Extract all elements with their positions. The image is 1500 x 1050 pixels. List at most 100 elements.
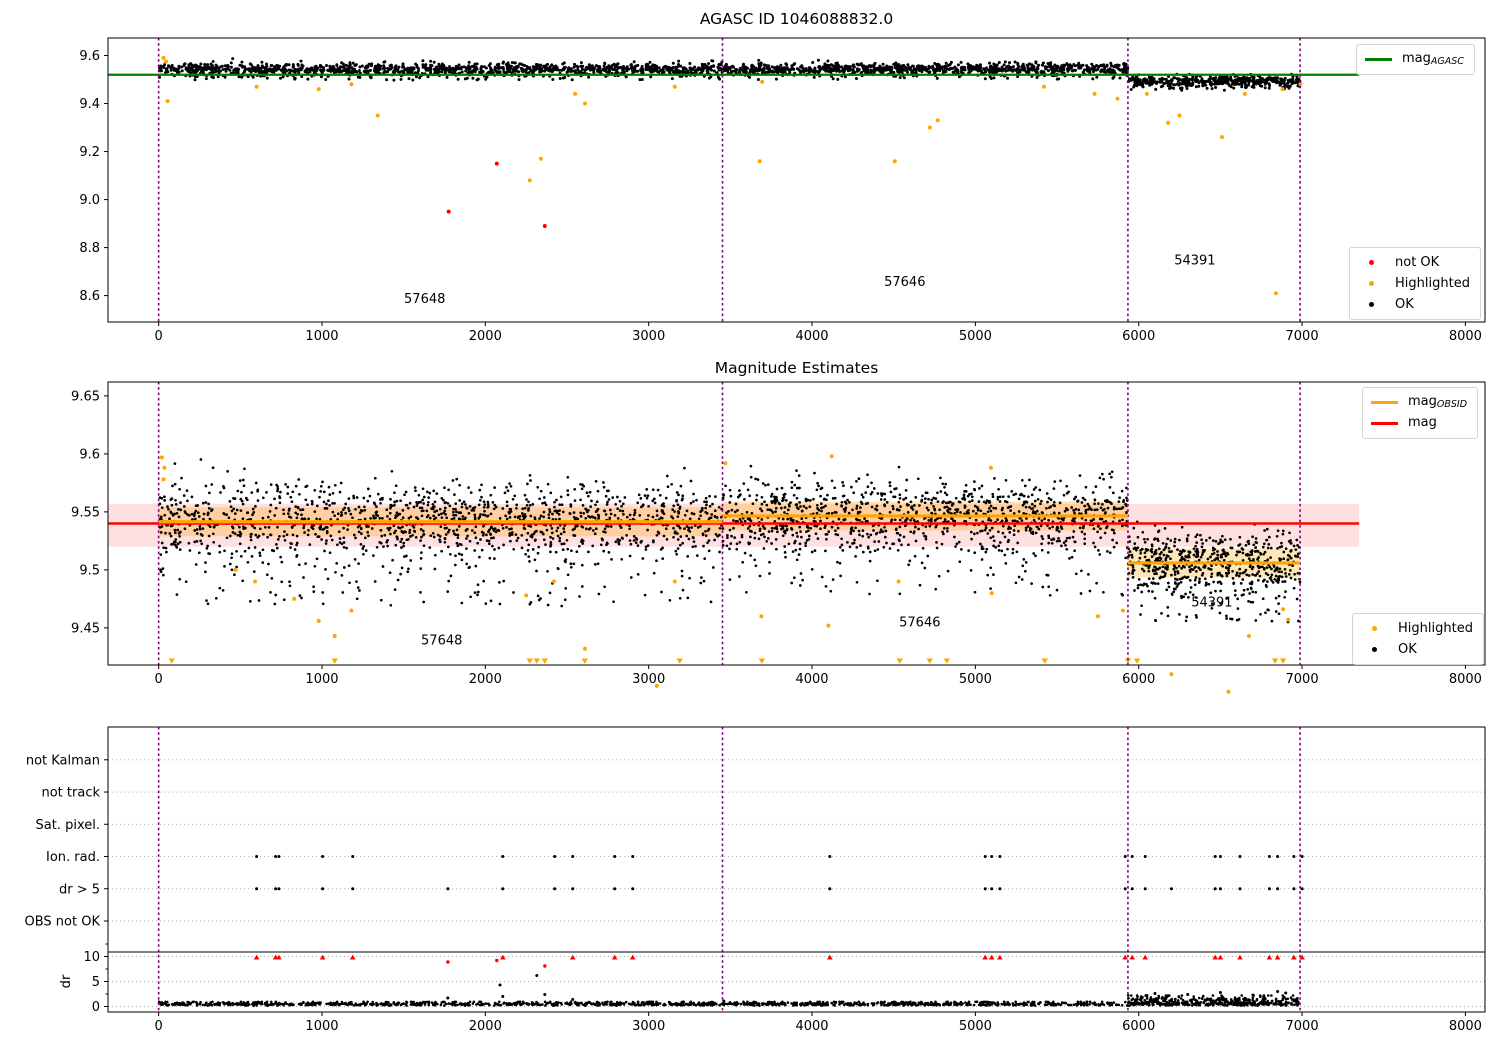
plot3-obsid-boundaries	[157, 727, 1301, 1012]
svg-text:9.55: 9.55	[71, 505, 100, 520]
plot1-not-ok-points	[446, 161, 547, 228]
plot2: 57648 57646 54391 0 1000 2000 3000 4000 5000 6000…	[71, 381, 1486, 694]
svg-text:dr > 5: dr > 5	[59, 882, 100, 897]
svg-text:7000: 7000	[1286, 1019, 1319, 1034]
mag-line-swatch	[1371, 422, 1398, 425]
plot2-mag-band	[108, 503, 1360, 547]
mag-obsid-label: magOBSID	[1408, 393, 1468, 410]
svg-text:6000: 6000	[1122, 672, 1155, 687]
mag-obsid-line-swatch	[1371, 401, 1398, 404]
svg-text:3000: 3000	[632, 1019, 665, 1034]
svg-text:OBS not OK: OBS not OK	[25, 915, 101, 930]
svg-text:not track: not track	[41, 786, 100, 801]
legend-entry-highlighted2: Highlighted	[1361, 618, 1473, 639]
svg-text:2000: 2000	[469, 1019, 502, 1034]
svg-text:1000: 1000	[305, 1019, 338, 1034]
svg-text:3000: 3000	[632, 329, 665, 344]
svg-text:Ion. rad.: Ion. rad.	[46, 850, 100, 865]
plot2-obsid-labels: 57648 57646 54391	[421, 595, 1233, 648]
legend-entry-mag-agasc: magAGASC	[1365, 49, 1464, 70]
ok2-dot-icon	[1361, 639, 1388, 660]
not-ok-label: not OK	[1395, 255, 1440, 270]
svg-text:5000: 5000	[959, 329, 992, 344]
plot1-obsid-labels: 57648 57646 54391	[404, 253, 1216, 306]
svg-text:10: 10	[83, 950, 100, 965]
highlighted2-dot-icon	[1361, 618, 1388, 639]
svg-text:1000: 1000	[305, 672, 338, 687]
svg-text:9.4: 9.4	[79, 97, 100, 112]
legend-plot2-points: Highlighted OK	[1352, 613, 1484, 665]
svg-text:3000: 3000	[632, 672, 665, 687]
legend-mag-agasc: magAGASC	[1356, 44, 1475, 75]
plot3: 0 1000 2000 3000 4000 5000 6000 7000 8000 not Kal…	[25, 726, 1486, 1034]
svg-text:54391: 54391	[1191, 595, 1232, 610]
plot3-y-axis: not Kalman not track Sat. pixel. Ion. rad. d…	[25, 753, 108, 1015]
ok-dot-icon	[1358, 294, 1385, 315]
svg-text:4000: 4000	[795, 1019, 828, 1034]
plot2-clipped-low-markers	[168, 658, 1287, 664]
plot1-ok-points	[158, 57, 1302, 92]
svg-text:4000: 4000	[795, 329, 828, 344]
plot1-highlighted-points	[161, 55, 1303, 296]
svg-text:1000: 1000	[305, 329, 338, 344]
highlighted-label: Highlighted	[1395, 276, 1470, 291]
svg-text:9.6: 9.6	[79, 49, 100, 64]
svg-text:5: 5	[92, 975, 100, 990]
legend-entry-ok2: OK	[1361, 639, 1473, 660]
plot1: 57648 57646 54391 0 1000 2000 3000 4000 5000 6000…	[79, 37, 1486, 344]
plot3-gridlines	[108, 759, 1485, 1007]
svg-text:57646: 57646	[884, 275, 925, 290]
svg-text:7000: 7000	[1286, 672, 1319, 687]
dr-axis-label: dr	[59, 974, 74, 988]
legend-entry-highlighted: Highlighted	[1358, 273, 1470, 294]
plot2-title: Magnitude Estimates	[714, 359, 879, 377]
dr-outlier-points	[446, 974, 1288, 1003]
svg-text:57646: 57646	[899, 616, 940, 631]
svg-text:9.65: 9.65	[71, 389, 100, 404]
highlighted-dot-icon	[1358, 273, 1385, 294]
svg-text:0: 0	[154, 1019, 162, 1034]
legend-entry-not-ok: not OK	[1358, 252, 1470, 273]
svg-text:7000: 7000	[1286, 329, 1319, 344]
svg-text:8000: 8000	[1449, 1019, 1482, 1034]
svg-text:0: 0	[154, 672, 162, 687]
svg-text:54391: 54391	[1174, 253, 1215, 268]
svg-text:2000: 2000	[469, 672, 502, 687]
mag-label: mag	[1408, 414, 1437, 430]
svg-text:8.6: 8.6	[79, 289, 100, 304]
svg-text:9.45: 9.45	[71, 621, 100, 636]
dr-baseline-points	[157, 994, 1300, 1007]
svg-text:57648: 57648	[421, 634, 462, 649]
mag-agasc-line-swatch	[1365, 58, 1392, 61]
legend-plot2-lines: magOBSID mag	[1362, 387, 1479, 439]
ok2-label: OK	[1398, 642, 1417, 657]
legend-entry-mag-obsid: magOBSID	[1371, 392, 1467, 413]
svg-text:5000: 5000	[959, 672, 992, 687]
svg-text:8000: 8000	[1449, 672, 1482, 687]
svg-text:8000: 8000	[1449, 329, 1482, 344]
svg-text:6000: 6000	[1122, 1019, 1155, 1034]
svg-text:8.8: 8.8	[79, 241, 100, 256]
svg-text:4000: 4000	[795, 672, 828, 687]
svg-text:0: 0	[154, 329, 162, 344]
ok-label: OK	[1395, 297, 1414, 312]
flag-row-points	[255, 855, 1304, 891]
highlighted2-label: Highlighted	[1398, 621, 1473, 636]
legend-entry-mag: mag	[1371, 413, 1467, 434]
svg-text:9.2: 9.2	[79, 145, 100, 160]
svg-text:6000: 6000	[1122, 329, 1155, 344]
svg-text:9.6: 9.6	[79, 447, 100, 462]
mag-obsid-lines	[158, 514, 1301, 565]
plot1-title: AGASC ID 1046088832.0	[699, 10, 894, 28]
svg-text:Sat. pixel.: Sat. pixel.	[36, 818, 100, 833]
mag-agasc-label: magAGASC	[1402, 50, 1464, 67]
svg-text:not Kalman: not Kalman	[26, 753, 100, 768]
svg-text:0: 0	[92, 1000, 100, 1015]
svg-text:9.5: 9.5	[79, 563, 100, 578]
legend-entry-ok: OK	[1358, 294, 1470, 315]
svg-text:57648: 57648	[404, 292, 445, 307]
svg-text:9.0: 9.0	[79, 193, 100, 208]
svg-text:2000: 2000	[469, 329, 502, 344]
